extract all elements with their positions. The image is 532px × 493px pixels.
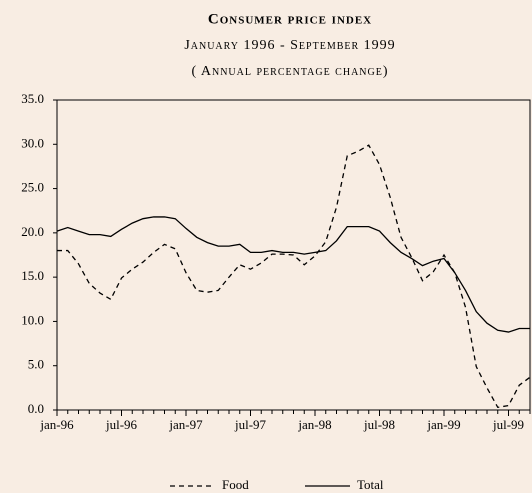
x-tick-label: jan-99 [426, 417, 460, 432]
y-tick-label: 20.0 [21, 224, 44, 239]
y-tick-label: 25.0 [21, 180, 44, 195]
chart-note: ( Annual percentage change) [191, 64, 388, 79]
x-tick-label: jul-97 [234, 417, 267, 432]
y-tick-label: 35.0 [21, 91, 44, 106]
x-tick-label: jul-99 [492, 417, 524, 432]
series-line [56, 216, 530, 333]
x-tick-label: jul-96 [105, 417, 138, 432]
legend-label: Food [222, 477, 249, 492]
y-tick-label: 5.0 [28, 357, 44, 372]
legend-label: Total [357, 477, 384, 492]
x-tick-label: jan-96 [39, 417, 74, 432]
y-tick-label: 10.0 [21, 312, 44, 327]
y-tick-label: 30.0 [21, 135, 44, 150]
chart-title: Consumer price index [208, 11, 372, 27]
chart-subtitle: January 1996 - September 1999 [184, 38, 395, 53]
series-line [57, 144, 531, 409]
x-tick-label: jul-98 [363, 417, 395, 432]
x-tick-label: jan-97 [168, 417, 203, 432]
y-tick-label: 15.0 [21, 268, 44, 283]
y-tick-label: 0.0 [28, 401, 44, 416]
x-tick-label: jan-98 [297, 417, 331, 432]
